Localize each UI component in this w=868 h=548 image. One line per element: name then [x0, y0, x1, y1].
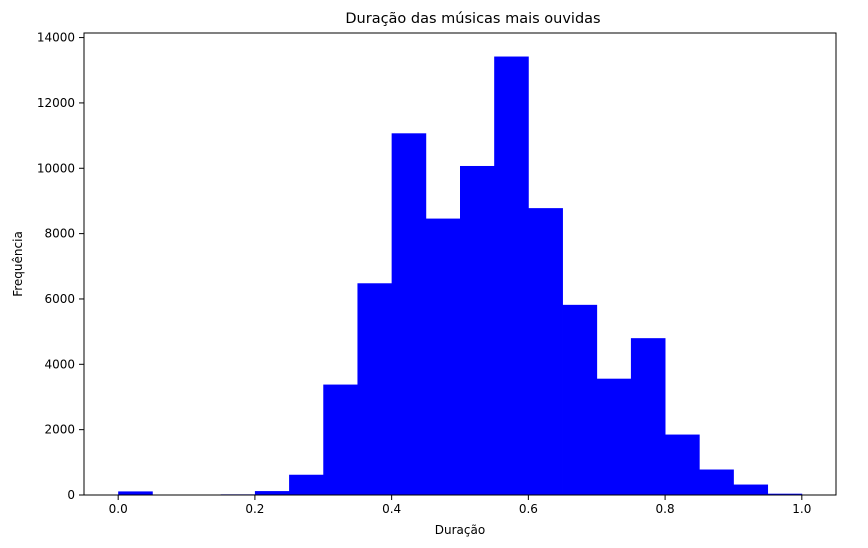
- y-axis-ticks: 0 2000 4000 6000 8000 10000 12000 14000: [37, 31, 84, 502]
- y-tick-label: 14000: [37, 31, 75, 45]
- histogram-bar: [699, 469, 734, 495]
- plot-area-frame: [83, 32, 837, 496]
- y-tick-label: 12000: [37, 96, 75, 110]
- histogram-bar: [562, 304, 598, 495]
- histogram-bar: [630, 338, 666, 495]
- x-axis-ticks: 0.0 0.2 0.4 0.6 0.8 1.0: [109, 495, 811, 516]
- y-tick-label: 8000: [44, 227, 75, 241]
- histogram-bar: [528, 208, 563, 495]
- y-axis-label: Frequência: [11, 231, 25, 297]
- y-tick-label: 2000: [44, 423, 75, 437]
- histogram-bar: [425, 218, 461, 495]
- histogram-bar: [391, 133, 427, 495]
- x-tick-label: 0.4: [382, 502, 401, 516]
- y-tick-label: 6000: [44, 292, 75, 306]
- histogram-bar: [118, 491, 153, 495]
- x-tick-label: 1.0: [792, 502, 811, 516]
- histogram-bar: [289, 474, 324, 495]
- x-axis-label: Duração: [435, 523, 485, 537]
- histogram-bar: [254, 491, 290, 495]
- x-tick-label: 0.8: [656, 502, 675, 516]
- histogram-bars: [118, 56, 803, 496]
- y-tick-label: 0: [67, 488, 75, 502]
- histogram-bar: [733, 484, 769, 495]
- histogram-bar: [323, 384, 358, 495]
- chart-title: Duração das músicas mais ouvidas: [345, 11, 600, 27]
- histogram-bar: [460, 165, 495, 495]
- histogram-bar: [596, 378, 632, 495]
- x-tick-label: 0.6: [519, 502, 538, 516]
- histogram-bar: [767, 493, 803, 495]
- y-tick-label: 10000: [37, 161, 75, 175]
- x-tick-label: 0.0: [109, 502, 128, 516]
- x-tick-label: 0.2: [245, 502, 264, 516]
- histogram-bar: [665, 434, 700, 495]
- histogram-bar: [357, 283, 393, 495]
- y-tick-label: 4000: [44, 357, 75, 371]
- histogram-bar: [494, 56, 529, 496]
